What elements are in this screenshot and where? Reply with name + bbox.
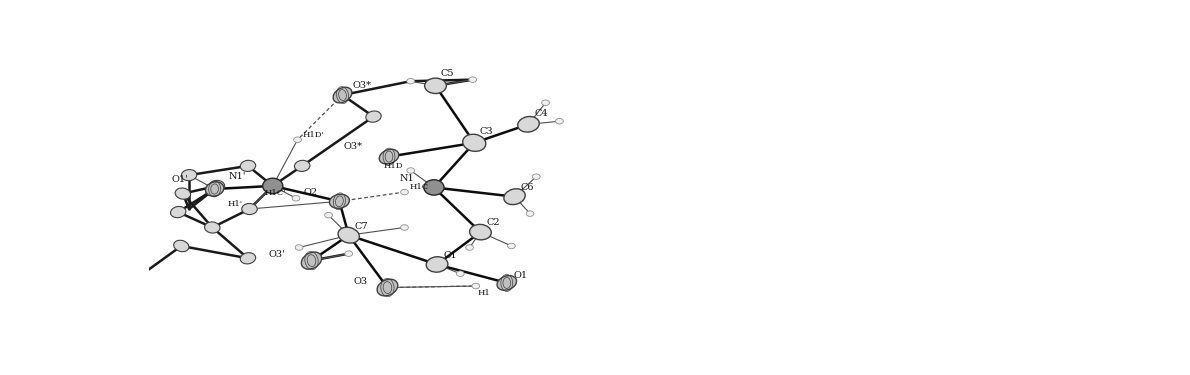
Ellipse shape [181,170,196,181]
Text: H1D: H1D [383,162,403,170]
Ellipse shape [206,182,224,196]
Text: C5: C5 [440,69,453,78]
Ellipse shape [206,182,224,196]
Ellipse shape [292,195,300,201]
Ellipse shape [338,227,359,243]
Ellipse shape [469,77,476,82]
Text: N1: N1 [400,174,414,183]
Ellipse shape [541,100,550,105]
Ellipse shape [301,252,321,269]
Ellipse shape [294,137,301,142]
Ellipse shape [330,194,350,208]
Text: C6: C6 [521,183,534,192]
Ellipse shape [242,204,257,214]
Ellipse shape [175,188,190,199]
Ellipse shape [470,224,491,240]
Ellipse shape [240,253,256,264]
Text: H1': H1' [227,200,243,208]
Text: H1C: H1C [409,183,428,191]
Text: O1: O1 [513,271,527,280]
Ellipse shape [208,225,217,230]
Text: O3': O3' [268,250,286,259]
Ellipse shape [294,160,309,171]
Ellipse shape [426,257,447,272]
Ellipse shape [401,189,408,195]
Ellipse shape [170,207,186,218]
Ellipse shape [518,117,539,132]
Text: O2: O2 [303,188,318,197]
Ellipse shape [503,189,525,205]
Ellipse shape [556,118,563,124]
Ellipse shape [244,255,252,261]
Ellipse shape [213,183,221,189]
Ellipse shape [472,283,480,289]
Ellipse shape [370,114,377,119]
Text: O3*: O3* [344,142,363,151]
Ellipse shape [380,149,399,164]
Ellipse shape [508,243,515,249]
Ellipse shape [526,211,534,216]
Ellipse shape [244,163,252,169]
Text: O3: O3 [353,277,368,286]
Ellipse shape [345,251,352,257]
Text: H1: H1 [477,289,490,297]
Ellipse shape [240,160,256,171]
Ellipse shape [186,172,193,178]
Ellipse shape [407,168,414,173]
Text: C2: C2 [487,219,500,228]
Ellipse shape [299,163,306,169]
Text: O1': O1' [171,176,188,184]
Ellipse shape [178,191,187,196]
Ellipse shape [424,180,444,195]
Text: C7: C7 [355,222,369,231]
Text: C4: C4 [534,109,549,118]
Ellipse shape [174,209,182,215]
Ellipse shape [365,111,381,122]
Text: C3: C3 [480,127,494,136]
Text: H1D': H1D' [302,131,324,139]
Ellipse shape [457,271,464,276]
Ellipse shape [295,245,303,250]
Ellipse shape [463,134,486,152]
Ellipse shape [465,245,474,250]
Ellipse shape [333,87,352,103]
Ellipse shape [245,206,253,212]
Ellipse shape [325,212,332,218]
Ellipse shape [209,180,225,192]
Ellipse shape [263,179,282,193]
Ellipse shape [497,276,516,290]
Ellipse shape [532,174,540,180]
Text: N1': N1' [228,172,246,181]
Ellipse shape [377,279,397,296]
Ellipse shape [174,240,189,252]
Ellipse shape [263,178,283,194]
Ellipse shape [205,222,220,233]
Ellipse shape [177,243,186,249]
Text: H1C': H1C' [265,189,287,198]
Text: O3*: O3* [352,81,371,90]
Ellipse shape [401,225,408,230]
Ellipse shape [425,78,446,93]
Ellipse shape [407,78,414,84]
Text: C1: C1 [443,251,457,260]
